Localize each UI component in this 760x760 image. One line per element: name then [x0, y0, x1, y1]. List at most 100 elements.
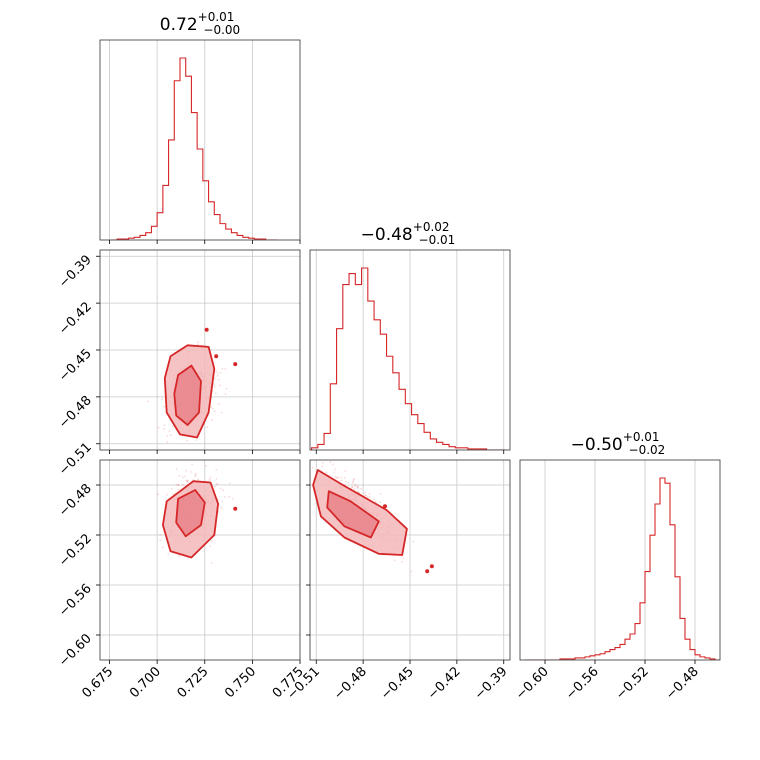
s23-outlier-1 — [429, 564, 434, 569]
s23-sample-287 — [354, 483, 356, 486]
s23-ticks: −0.51 −0.48 −0.45 −0.42 −0.39 — [284, 484, 511, 703]
s13-sample-132 — [216, 482, 219, 485]
s12-ytick-label-0: −0.39 — [56, 252, 95, 291]
s12-sample-444 — [147, 400, 150, 403]
s23-sample-323 — [356, 485, 359, 488]
s12-sample-32 — [213, 385, 216, 388]
s23-sample-246 — [365, 494, 367, 497]
s23-sample-361 — [373, 498, 376, 501]
s12-sample-265 — [206, 426, 209, 429]
scatter-panel-p2-p3: −0.51 −0.48 −0.45 −0.42 −0.39 — [284, 459, 511, 703]
s23-sample-217 — [401, 560, 404, 563]
s23-sample-1 — [347, 482, 350, 484]
s12-sample-246 — [213, 410, 216, 413]
s23-sample-32 — [353, 487, 356, 490]
s13-sample-50 — [194, 474, 196, 476]
s12-outlier-2 — [214, 354, 219, 359]
s13-sample-65 — [215, 455, 217, 457]
s13-frame — [99, 459, 301, 661]
s13-xtick-label-0: 0.675 — [79, 664, 116, 701]
s23-sample-186 — [321, 465, 324, 468]
s13-grid — [100, 460, 300, 660]
s13-sample-224 — [170, 487, 173, 490]
s12-sample-14 — [163, 424, 166, 427]
s12-sample-1 — [225, 387, 228, 390]
s12-ytick-label-1: −0.42 — [56, 299, 95, 338]
s13-sample-125 — [215, 483, 218, 486]
s12-sample-336 — [197, 343, 199, 346]
hist-p1-title: 0.72+0.01 −0.00 — [160, 10, 240, 37]
hist-p3-line — [525, 477, 720, 660]
s23-xtick-label-2: −0.45 — [378, 664, 417, 703]
s23-xtick-label-3: −0.42 — [425, 664, 464, 703]
s23-sample-48 — [368, 496, 371, 498]
hist-p2-grid — [315, 250, 505, 450]
p3-xtick-label-2: −0.52 — [613, 664, 652, 703]
s13-sample-368 — [210, 539, 213, 542]
s23-sample-300 — [343, 477, 346, 479]
s13-sample-174 — [208, 479, 211, 481]
s23-sample-286 — [340, 476, 343, 479]
s13-sample-446 — [157, 493, 160, 496]
s23-sample-353 — [368, 492, 371, 495]
s12-outlier-0 — [204, 327, 209, 332]
s12-marks — [147, 327, 238, 456]
s12-sample-326 — [210, 419, 213, 421]
s13-sample-31 — [191, 463, 193, 466]
s23-sample-381 — [412, 540, 415, 543]
s23-sample-117 — [337, 476, 340, 479]
p3-xtick-label-3: −0.48 — [663, 664, 702, 703]
s13-sample-198 — [178, 555, 181, 558]
s13-outlier-0 — [233, 506, 238, 511]
s12-sample-408 — [220, 411, 223, 414]
s13-sample-216 — [193, 455, 195, 457]
s12-sample-99 — [210, 405, 213, 408]
s23-outlier-2 — [425, 569, 430, 574]
s13-sample-313 — [159, 533, 162, 536]
hist-p1-grid — [109, 40, 253, 240]
s12-sample-100 — [176, 454, 178, 456]
s23-sample-310 — [353, 478, 355, 480]
s23-sample-167 — [363, 491, 366, 494]
s13-sample-109 — [219, 505, 222, 508]
s12-sample-163 — [214, 377, 217, 380]
s23-sample-306 — [351, 486, 354, 489]
s13-sample-84 — [177, 488, 180, 491]
hist-p3-ticks: −0.60 −0.56 −0.52 −0.48 — [513, 660, 702, 703]
s23-sample-139 — [325, 471, 328, 474]
s13-sample-409 — [228, 495, 230, 498]
hist-p1-line — [111, 57, 278, 240]
s12-sample-392 — [199, 453, 201, 455]
s13-sample-202 — [215, 469, 218, 471]
s23-sample-89 — [354, 484, 357, 487]
s23-sample-219 — [344, 470, 347, 472]
s23-sample-198 — [344, 480, 347, 483]
s13-ytick-label-0: −0.48 — [56, 481, 95, 520]
s13-ytick-label-3: −0.60 — [56, 631, 95, 670]
s13-sample-238 — [194, 475, 197, 478]
s12-sample-30 — [195, 439, 198, 441]
s23-sample-280 — [321, 461, 324, 464]
s12-sample-374 — [215, 370, 217, 373]
s13-ytick-label-2: −0.56 — [56, 581, 95, 620]
s13-sample-118 — [172, 493, 175, 496]
s12-sample-116 — [224, 392, 227, 395]
hist-p3-grid — [544, 460, 696, 660]
s23-sample-161 — [333, 471, 336, 474]
hist-panel-p2: −0.48+0.02 −0.01 — [309, 220, 511, 454]
hist-p1-frame — [99, 39, 301, 241]
hist-p3-title: −0.50+0.01 −0.02 — [571, 430, 666, 457]
s23-sample-194 — [364, 494, 367, 497]
s12-sample-25 — [157, 426, 160, 429]
s13-sample-98 — [166, 493, 168, 496]
s12-sample-369 — [197, 341, 199, 343]
s12-sample-63 — [221, 367, 224, 370]
s23-sample-164 — [379, 492, 382, 495]
s12-sample-262 — [224, 368, 227, 370]
s12-sample-378 — [216, 374, 219, 377]
hist-panel-p3: −0.60 −0.56 −0.52 −0.48 −0.50+0.01 −0.02 — [513, 430, 721, 703]
s12-sample-173 — [166, 434, 169, 437]
s13-sample-25 — [223, 496, 226, 498]
s12-sample-235 — [169, 434, 172, 437]
s13-sample-131 — [167, 553, 170, 556]
